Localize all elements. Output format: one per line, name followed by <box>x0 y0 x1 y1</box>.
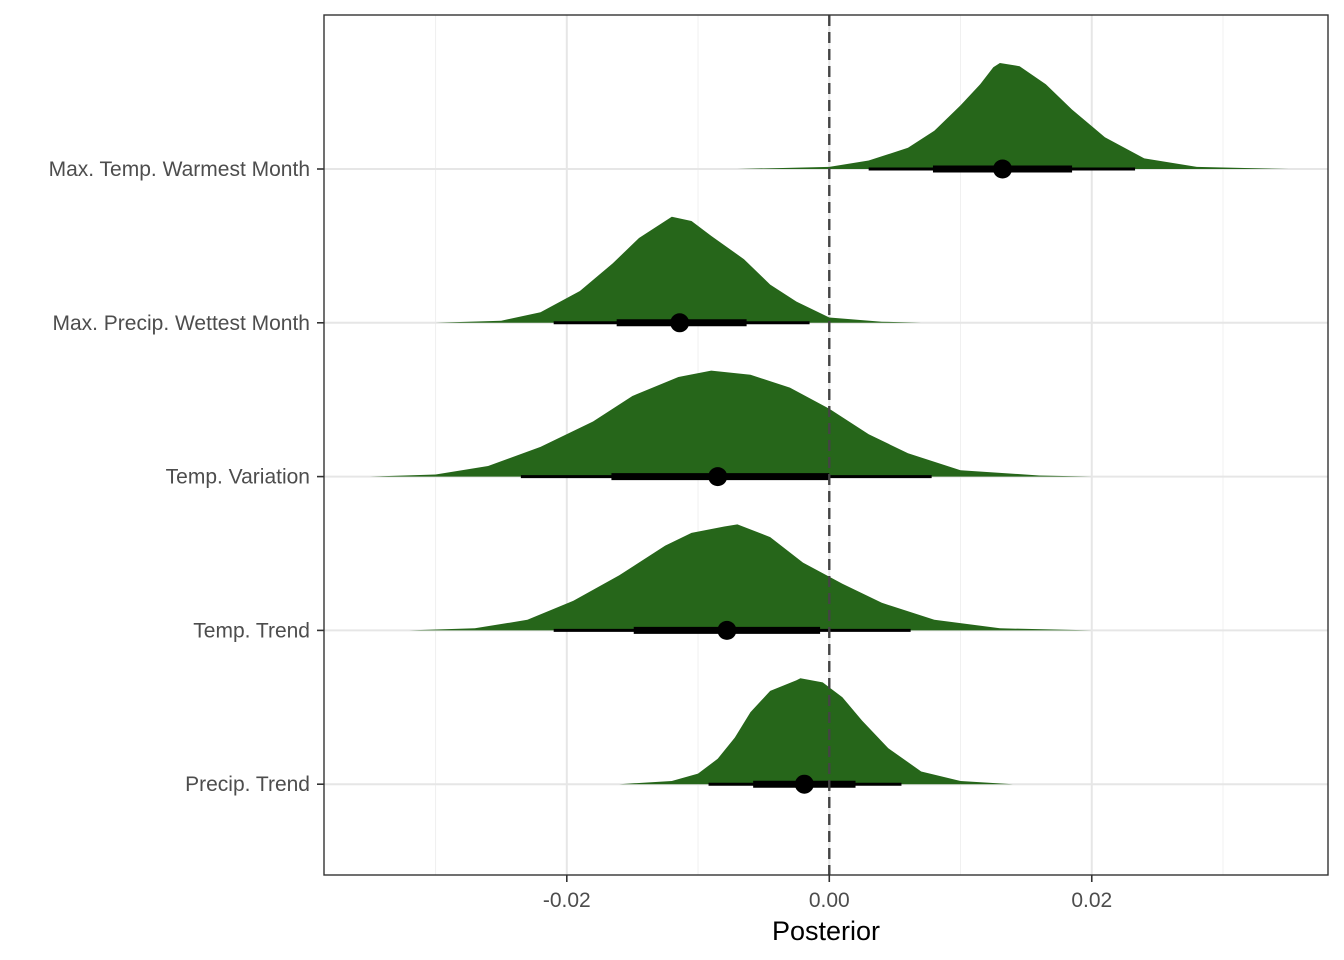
median-point-5 <box>794 774 814 794</box>
y-tick-label: Temp. Variation <box>166 466 310 489</box>
median-point-1 <box>993 159 1013 179</box>
y-axis: Max. Temp. Warmest Month Max. Precip. Wet… <box>49 158 324 796</box>
y-tick-label: Max. Temp. Warmest Month <box>49 158 310 181</box>
x-tick-label: 0.00 <box>809 889 850 912</box>
x-tick-label: 0.02 <box>1071 889 1112 912</box>
x-axis-title: Posterior <box>772 916 880 946</box>
median-point-4 <box>717 620 737 640</box>
density-marks <box>369 63 1289 794</box>
panel-border <box>323 14 1329 876</box>
median-point-2 <box>670 313 690 333</box>
x-tick-label: -0.02 <box>543 889 591 912</box>
y-tick-label: Precip. Trend <box>185 773 310 796</box>
y-tick-label: Temp. Trend <box>193 619 310 642</box>
x-axis: -0.02 0.00 0.02 <box>543 875 1112 912</box>
median-point-3 <box>708 467 728 487</box>
density-5 <box>619 678 1013 785</box>
density-4 <box>409 524 1092 631</box>
density-1 <box>737 63 1289 169</box>
density-2 <box>435 216 922 323</box>
density-3 <box>369 370 1092 477</box>
y-tick-label: Max. Precip. Wettest Month <box>52 312 310 335</box>
